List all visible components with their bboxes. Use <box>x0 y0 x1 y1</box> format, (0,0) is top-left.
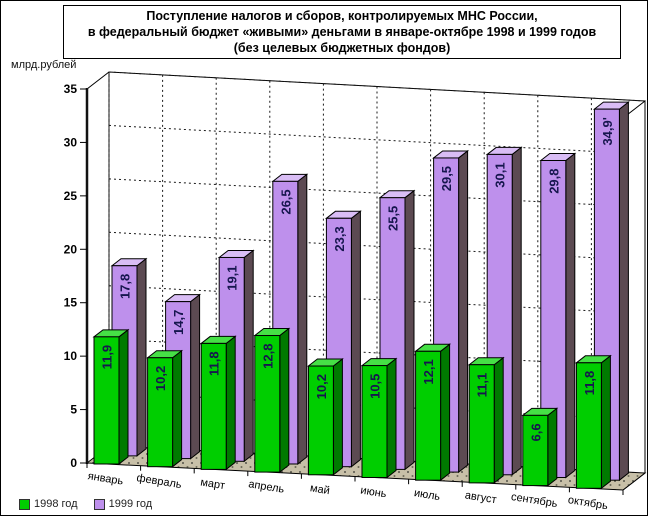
x-axis-label-август: август <box>464 489 497 506</box>
bar-1998-январь <box>93 336 120 465</box>
bar-value-label-1998-август: 11,1 <box>475 373 490 398</box>
bar-value-label-1999-сентябрь: 29,8 <box>546 168 561 193</box>
y-axis-tick-label: 20 <box>64 242 78 256</box>
chart-title-box: Поступление налогов и сборов, контролиру… <box>63 5 621 59</box>
bar-value-label-1999-июль: 29,5 <box>439 166 454 191</box>
bar-value-label-1999-август: 30,1 <box>493 162 508 187</box>
bar-value-label-1999-февраль: 14,7 <box>171 310 186 335</box>
bar-value-label-1999-июнь: 25,5 <box>386 206 401 231</box>
x-axis-label-январь: январь <box>87 470 124 487</box>
x-axis-label-май: май <box>309 482 330 497</box>
bar-side-face-1998-январь <box>118 328 129 466</box>
y-axis-tick-label: 35 <box>64 82 78 96</box>
bar-1998-февраль <box>147 357 174 468</box>
bar-value-label-1999-январь: 17,8 <box>118 274 133 299</box>
y-axis-tick-label: 30 <box>64 135 78 149</box>
x-axis-label-июнь: июнь <box>360 484 388 500</box>
chart-title-line-1: Поступление налогов и сборов, контролиру… <box>146 9 538 23</box>
bar-value-label-1998-сентябрь: 6,6 <box>528 423 543 441</box>
bar-value-label-1998-июль: 12,1 <box>421 359 436 384</box>
y-axis-tick-label: 25 <box>64 189 78 203</box>
bar-1998-июль <box>415 350 442 481</box>
bar-1998-апрель <box>254 335 281 473</box>
bar-side-face-1999-сентябрь <box>565 152 576 479</box>
bar-side-face-1998-май <box>332 358 343 476</box>
bar-1998-май <box>307 365 334 476</box>
bar-side-face-1999-февраль <box>190 293 201 460</box>
bar-side-face-1999-июнь <box>404 189 415 471</box>
bar-1998-октябрь <box>575 362 602 489</box>
bar-value-label-1998-май: 10,2 <box>314 374 329 399</box>
bar-side-face-1998-март <box>225 335 236 471</box>
x-axis-label-сентябрь: сентябрь <box>510 491 558 510</box>
bar-value-label-1999-май: 23,3 <box>332 226 347 251</box>
bar-value-label-1998-апрель: 12,8 <box>260 344 275 369</box>
axis-top-connector <box>86 71 110 90</box>
bar-value-label-1999-апрель: 26,5 <box>278 189 293 214</box>
bar-side-face-1999-июль <box>458 149 469 474</box>
bar-side-face-1999-апрель <box>297 173 308 466</box>
x-axis-label-апрель: апрель <box>248 478 286 496</box>
bar-1998-март <box>200 342 227 470</box>
bar-side-face-1998-июль <box>440 343 451 482</box>
y-axis-tick-label: 10 <box>64 349 78 363</box>
bar-side-face-1998-август <box>493 356 504 484</box>
legend-swatch-1999 <box>93 498 105 510</box>
bar-side-face-1998-июнь <box>386 357 397 479</box>
legend-item-1999: 1999 год <box>93 498 153 510</box>
bar-side-face-1998-апрель <box>279 327 290 474</box>
legend-label-1998: 1998 год <box>34 498 78 510</box>
y-axis-tick-label: 0 <box>70 456 77 470</box>
bar-side-face-1999-март <box>243 249 254 463</box>
bar-side-face-1999-январь <box>136 257 147 457</box>
bar-value-label-1998-март: 11,8 <box>207 351 222 376</box>
bar-1998-август <box>468 364 495 484</box>
y-axis-tick-label: 15 <box>64 296 78 310</box>
x-axis-label-октябрь: октябрь <box>567 494 609 512</box>
y-axis-tick-label: 5 <box>70 403 77 417</box>
bar-side-face-1999-октябрь <box>618 101 629 482</box>
bar-side-face-1998-сентябрь <box>547 407 558 487</box>
bar-value-label-1998-октябрь: 11,8 <box>582 371 597 396</box>
legend-label-1999: 1999 год <box>108 498 153 510</box>
bar-value-label-1999-октябрь: 34,9' <box>600 117 615 145</box>
bar-value-label-1998-июнь: 10,5 <box>368 374 383 399</box>
bar-side-face-1998-февраль <box>172 349 183 468</box>
chart-title-line-3: (без целевых бюджетных фондов) <box>233 41 451 55</box>
chart-title-line-2: в федеральный бюджет «живыми» деньгами в… <box>87 25 597 39</box>
bar-value-label-1999-март: 19,1 <box>225 265 240 290</box>
bar-1998-июнь <box>361 365 388 478</box>
legend-swatch-1998 <box>19 498 30 510</box>
x-axis-label-февраль: февраль <box>136 472 183 491</box>
x-axis-label-июль: июль <box>413 487 441 503</box>
legend-item-1998: 1998 год <box>19 498 78 510</box>
bar-side-face-1999-май <box>350 210 361 468</box>
bar-value-label-1998-февраль: 10,2 <box>153 366 168 391</box>
bar-side-face-1998-октябрь <box>600 354 611 490</box>
legend: 1998 год 1999 год <box>19 498 152 510</box>
x-axis-label-март: март <box>200 476 226 492</box>
y-axis-title: млрд.рублей <box>11 59 77 71</box>
bar-1998-сентябрь <box>522 414 549 487</box>
bar-side-face-1999-август <box>511 146 522 476</box>
bar-value-label-1998-январь: 11,9 <box>100 345 115 370</box>
